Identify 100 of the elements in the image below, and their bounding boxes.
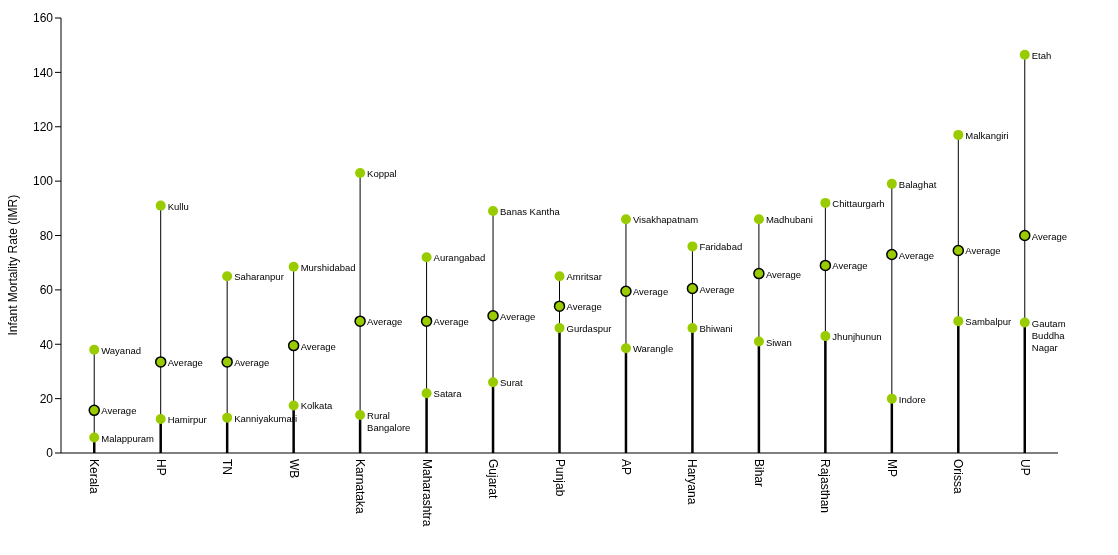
data-label: Surat (500, 377, 524, 389)
point (554, 271, 565, 282)
point (554, 322, 565, 333)
point (952, 244, 965, 257)
data-label: Average (167, 356, 203, 368)
data-label: Average (101, 405, 137, 417)
data-label: Amritsar (566, 271, 602, 283)
point (221, 356, 233, 368)
data-label: Siwan (765, 336, 792, 348)
data-label: Average (433, 316, 469, 328)
y-tick-label: 140 (32, 65, 54, 80)
x-tick-label: Karnataka (353, 459, 368, 515)
point (553, 300, 566, 312)
point (287, 339, 300, 352)
x-tick-label: UP (1017, 459, 1032, 476)
y-tick-label: 0 (46, 446, 54, 461)
point (953, 316, 964, 327)
data-label: Average (300, 340, 336, 352)
data-label: Banas Kantha (500, 206, 561, 218)
point (354, 315, 366, 327)
x-tick-label: HP (153, 459, 168, 476)
point (886, 393, 897, 404)
point (488, 377, 499, 388)
x-tick-label: Rajasthan (818, 459, 833, 514)
data-label: Madhubani (765, 214, 813, 226)
x-tick-label: Orissa (951, 459, 966, 494)
data-label: Jhunjhunun (832, 331, 882, 343)
point (89, 344, 100, 355)
y-tick-label: 120 (32, 120, 54, 135)
data-label: Average (699, 283, 735, 295)
data-label: Average (234, 356, 270, 368)
y-tick-label: 160 (32, 11, 54, 26)
data-label: Bhiwani (699, 322, 733, 334)
point (886, 178, 897, 189)
point (753, 214, 764, 225)
data-label: Indore (898, 393, 926, 405)
point (687, 322, 698, 333)
point (686, 282, 699, 295)
x-tick-label: TN (220, 459, 235, 475)
point (886, 248, 898, 261)
x-tick-label: Punjab (552, 459, 567, 497)
point (88, 404, 100, 417)
point (355, 409, 366, 420)
point (355, 167, 366, 178)
data-label: Warangle (632, 343, 674, 355)
data-label: Aurangabad (433, 252, 486, 264)
point (820, 331, 831, 342)
y-axis-title: Infant Mortality Rate (IMR) (6, 194, 21, 336)
data-label: Balaghat (898, 178, 937, 190)
data-label: Faridabad (699, 241, 743, 253)
data-label: Average (500, 310, 536, 322)
data-label: Hamirpur (167, 414, 207, 426)
data-label: Average (765, 268, 802, 280)
point (1019, 49, 1030, 60)
data-label: Average (1031, 230, 1067, 242)
point (288, 400, 299, 411)
point (953, 129, 964, 140)
y-tick-label: 60 (39, 283, 54, 298)
data-label: Koppal (367, 167, 397, 179)
y-tick-label: 100 (32, 174, 54, 189)
data-label: Malappuram (101, 432, 155, 444)
x-tick-label: AP (618, 459, 633, 476)
x-tick-label: Gujarat (486, 459, 501, 500)
x-tick-label: MP (884, 459, 899, 477)
point (155, 200, 166, 211)
data-label: Murshidabad (300, 261, 356, 273)
data-label: Satara (433, 388, 463, 400)
point (753, 267, 765, 280)
data-label: Average (898, 249, 935, 261)
data-label: Etah (1031, 49, 1052, 61)
y-tick-label: 80 (39, 228, 54, 243)
x-tick-label: WB (286, 459, 301, 479)
point (420, 315, 433, 327)
point (620, 214, 631, 225)
point (819, 259, 832, 272)
data-label: Kolkata (300, 400, 334, 412)
data-label: Malkangiri (965, 129, 1009, 141)
data-label: Visakhapatnam (632, 214, 699, 226)
x-tick-label: Bihar (751, 459, 766, 488)
data-label: Average (632, 286, 669, 298)
data-label: Gurdaspur (566, 322, 612, 334)
point (820, 197, 831, 208)
point (154, 356, 167, 368)
point (421, 252, 432, 263)
y-tick-label: 40 (39, 337, 54, 352)
data-label: Kullu (167, 200, 189, 212)
point (687, 241, 698, 252)
x-tick-label: Maharashtra (419, 459, 434, 527)
point (89, 432, 100, 443)
data-label: Sambalpur (965, 316, 1012, 328)
y-tick-label: 20 (39, 391, 54, 406)
data-label: Average (832, 260, 868, 272)
point (1019, 317, 1030, 328)
x-tick-label: Haryana (685, 459, 700, 505)
point (487, 309, 499, 322)
data-label: Chittaurgarh (832, 197, 885, 209)
point (288, 261, 299, 272)
data-label: Saharanpur (234, 271, 284, 283)
point (222, 412, 233, 423)
x-tick-label: Kerala (87, 459, 102, 495)
